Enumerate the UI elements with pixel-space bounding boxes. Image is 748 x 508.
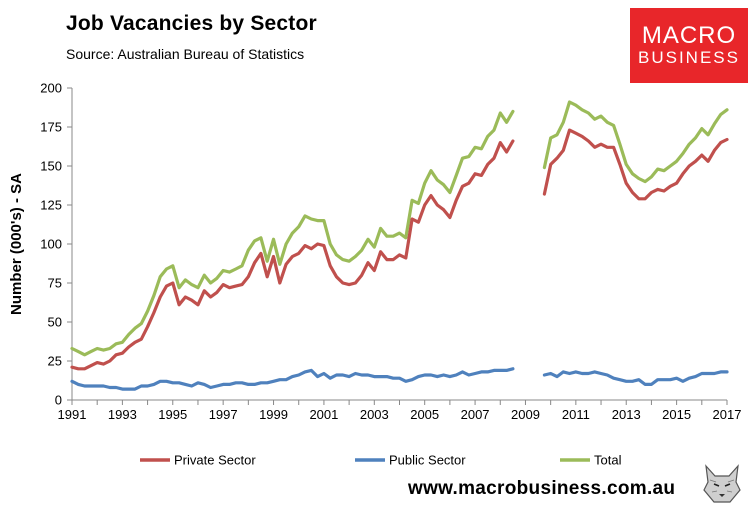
x-tick-label: 2009 <box>511 407 540 422</box>
series-line-segment <box>542 100 729 184</box>
wolf-icon <box>700 462 744 506</box>
logo-line2: BUSINESS <box>638 48 740 67</box>
y-tick-label: 200 <box>40 81 62 96</box>
x-tick-label: 2013 <box>612 407 641 422</box>
legend-label: Public Sector <box>389 453 466 468</box>
y-axis-title: Number (000's) - SA <box>8 173 25 315</box>
x-tick-label: 2017 <box>713 407 742 422</box>
legend-item: Public Sector <box>355 453 466 468</box>
x-tick-label: 2011 <box>562 407 590 422</box>
series-line-segment <box>70 109 515 357</box>
legend-label: Private Sector <box>174 453 256 468</box>
website-url: www.macrobusiness.com.au <box>408 478 676 499</box>
x-tick-label: 1999 <box>259 407 288 422</box>
y-tick-label: 0 <box>55 393 62 408</box>
y-tick-label: 75 <box>48 276 62 291</box>
legend: Private Sector Public Sector Total <box>140 453 622 468</box>
legend-item: Private Sector <box>140 453 256 468</box>
y-tick-label: 175 <box>40 120 62 135</box>
x-tick-label: 2015 <box>662 407 691 422</box>
x-tick-label: 1991 <box>58 407 87 422</box>
chart-title: Job Vacancies by Sector <box>66 12 317 35</box>
y-tick-label: 25 <box>48 354 62 369</box>
logo-line1: MACRO <box>641 22 737 49</box>
x-tick-label: 2001 <box>309 407 338 422</box>
x-tick-label: 1995 <box>158 407 187 422</box>
series-line-segment <box>70 367 515 391</box>
series-layer <box>70 100 729 391</box>
series-public-sector <box>70 367 729 391</box>
legend-label: Total <box>594 453 622 468</box>
series-total <box>70 100 729 357</box>
y-tick-label: 50 <box>48 315 62 330</box>
macrobusiness-logo: MACRO BUSINESS <box>630 8 748 83</box>
y-tick-label: 150 <box>40 159 62 174</box>
series-line-segment <box>542 370 729 386</box>
x-tick-label: 2005 <box>410 407 439 422</box>
series-line-segment <box>542 128 729 201</box>
legend-item: Total <box>560 453 622 468</box>
x-tick-label: 1997 <box>209 407 238 422</box>
x-tick-label: 1993 <box>108 407 137 422</box>
x-tick-label: 2007 <box>461 407 490 422</box>
y-tick-label: 100 <box>40 237 62 252</box>
series-line-segment <box>70 139 515 371</box>
axes: 0 25 50 75 100 125 150 175 200 1991 1993 1995 1997 19… <box>8 81 741 423</box>
y-tick-label: 125 <box>40 198 62 213</box>
x-tick-label: 2003 <box>360 407 389 422</box>
chart-subtitle: Source: Australian Bureau of Statistics <box>66 46 305 62</box>
series-private-sector <box>70 128 729 371</box>
